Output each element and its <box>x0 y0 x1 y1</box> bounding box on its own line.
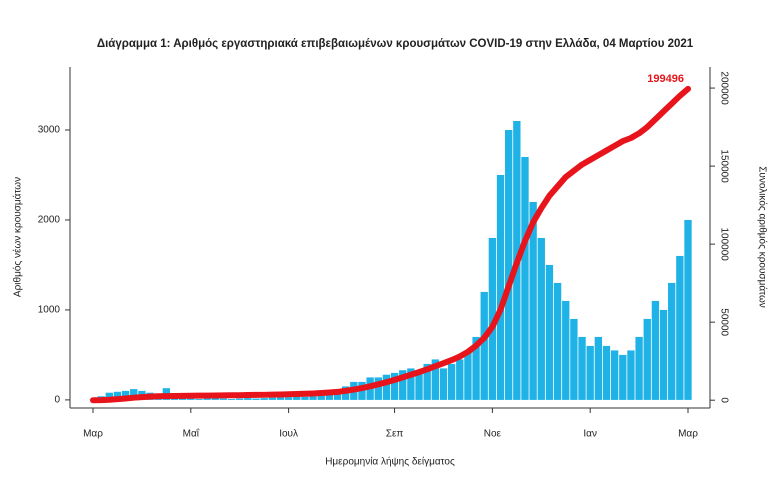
y-tick-label: 1000 <box>38 305 61 316</box>
bar <box>562 301 569 400</box>
bar <box>497 175 504 400</box>
bar <box>627 350 634 399</box>
bar <box>228 399 235 400</box>
bar <box>236 399 243 400</box>
bar <box>676 256 683 400</box>
y2-tick-label: 150000 <box>718 149 729 183</box>
bar <box>203 399 210 400</box>
y-axis-label: Αριθμός νέων κρουσμάτων <box>12 177 24 297</box>
bar <box>481 292 488 400</box>
bar <box>635 337 642 400</box>
bar <box>220 399 227 400</box>
bar <box>456 359 463 399</box>
bar <box>587 346 594 400</box>
bar <box>448 364 455 400</box>
x-tick-label: Μαρ <box>678 429 698 440</box>
x-tick-label: Σεπ <box>386 429 404 440</box>
bar <box>611 350 618 399</box>
bar <box>285 397 292 400</box>
x-tick-label: Ιουλ <box>279 429 298 440</box>
bar <box>603 346 610 400</box>
bar <box>244 398 251 400</box>
y2-axis-label: Συνολικός αριθμός κρουσμάτων <box>756 166 768 308</box>
bar <box>195 399 202 400</box>
bar <box>668 283 675 400</box>
bar <box>546 265 553 400</box>
bar <box>269 398 276 400</box>
bar <box>578 337 585 400</box>
y2-tick-label: 200000 <box>718 71 729 105</box>
bar <box>440 368 447 399</box>
y2-tick-label: 0 <box>718 397 729 403</box>
x-tick-label: Νοε <box>484 429 502 440</box>
y-tick-label: 3000 <box>38 125 61 136</box>
chart-title: Διάγραμμα 1: Αριθμός εργαστηριακά επιβεβ… <box>97 38 694 50</box>
bar <box>644 319 651 400</box>
data-label: 199496 <box>647 73 684 85</box>
bar <box>521 157 528 400</box>
bar <box>660 310 667 400</box>
bar <box>595 337 602 400</box>
bar <box>554 283 561 400</box>
bar <box>260 398 267 400</box>
x-tick-label: Ιαν <box>583 429 597 440</box>
bar <box>505 130 512 400</box>
bar <box>277 397 284 400</box>
y2-tick-label: 50000 <box>718 308 729 336</box>
bar <box>538 238 545 400</box>
bar <box>652 301 659 400</box>
x-axis-label: Ημερομηνία λήψης δείγματος <box>325 456 455 468</box>
bar <box>619 355 626 400</box>
bar <box>570 319 577 400</box>
y-tick-label: 0 <box>54 395 60 406</box>
bar <box>684 220 691 400</box>
x-tick-label: Μαΐ <box>183 428 200 440</box>
bar <box>309 396 316 400</box>
y-tick-label: 2000 <box>38 215 61 226</box>
bar <box>252 399 259 400</box>
y2-tick-label: 100000 <box>718 227 729 261</box>
bar <box>464 350 471 399</box>
x-tick-label: Μαρ <box>83 429 103 440</box>
bar <box>301 397 308 400</box>
